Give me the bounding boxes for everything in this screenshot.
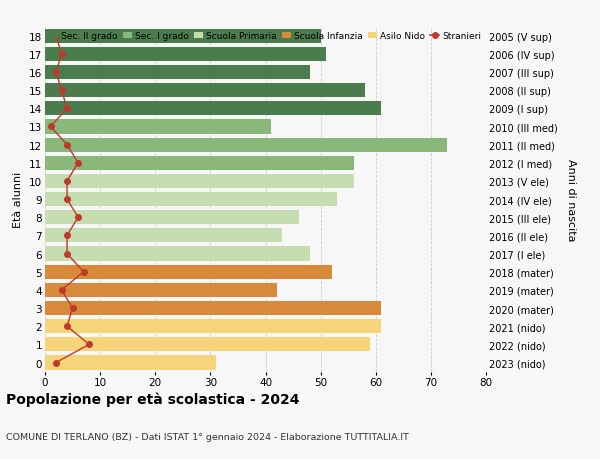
Bar: [45, 301, 381, 315]
Bar: [45, 138, 448, 152]
Bar: [45, 174, 354, 189]
Bar: [45, 66, 310, 80]
Bar: [45, 229, 282, 243]
Y-axis label: Età alunni: Età alunni: [13, 172, 23, 228]
Bar: [45, 102, 381, 116]
Bar: [45, 247, 310, 261]
Bar: [45, 157, 354, 170]
Bar: [45, 265, 332, 279]
Y-axis label: Anni di nascita: Anni di nascita: [566, 158, 576, 241]
Bar: [45, 48, 326, 62]
Bar: [45, 29, 320, 44]
Bar: [45, 84, 365, 98]
Bar: [45, 211, 299, 225]
Legend: Sec. II grado, Sec. I grado, Scuola Primaria, Scuola Infanzia, Asilo Nido, Stran: Sec. II grado, Sec. I grado, Scuola Prim…: [50, 32, 481, 41]
Bar: [45, 356, 216, 370]
Bar: [45, 120, 271, 134]
Bar: [45, 337, 370, 352]
Text: Popolazione per età scolastica - 2024: Popolazione per età scolastica - 2024: [6, 392, 299, 406]
Bar: [45, 193, 337, 207]
Text: COMUNE DI TERLANO (BZ) - Dati ISTAT 1° gennaio 2024 - Elaborazione TUTTITALIA.IT: COMUNE DI TERLANO (BZ) - Dati ISTAT 1° g…: [6, 431, 409, 441]
Bar: [45, 319, 381, 334]
Bar: [45, 283, 277, 297]
